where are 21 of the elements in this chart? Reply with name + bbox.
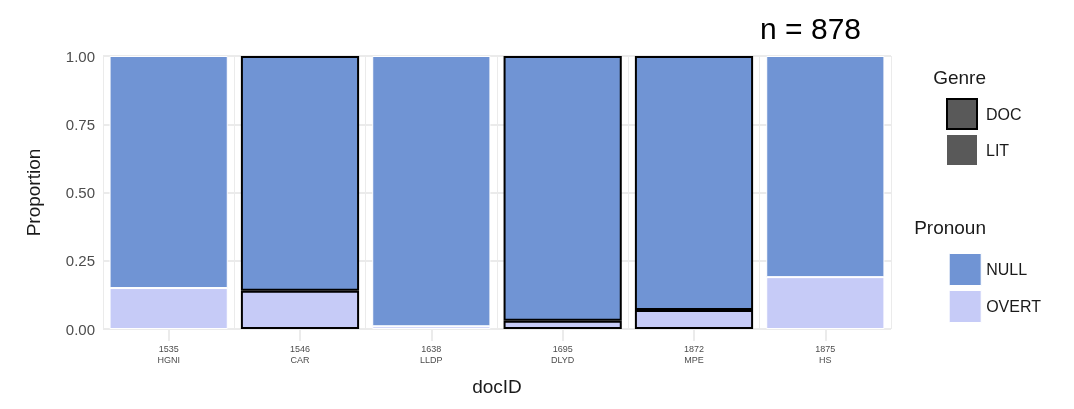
legend-label: NULL [986, 261, 1028, 278]
y-tick-label: 0.25 [65, 252, 95, 270]
text: Pronoun [914, 217, 987, 238]
text: DOC [986, 105, 1022, 123]
y-tick-label: 0.75 [65, 115, 95, 133]
x-tick-label: 1638 LLDP [420, 343, 443, 365]
bar [372, 56, 491, 327]
x-axis-title: docID [472, 376, 522, 397]
y-tick-label: 0.50 [65, 184, 95, 201]
chart-title: n = 878 [760, 11, 862, 45]
y-tick-label: 1.00 [65, 47, 95, 65]
text: LIT [986, 141, 1010, 159]
y-tick-label: 0.00 [65, 320, 95, 338]
x-tick-label: 1875 HS [815, 343, 836, 365]
x-tick-label: 1535 HGNI [157, 343, 180, 365]
x-tick-label: 1695 DLYD [550, 343, 575, 365]
x-tick-label: 1872 MPE [683, 343, 705, 365]
legend-label: OVERT [986, 298, 1042, 315]
text: Genre [933, 67, 987, 88]
x-tick-label: 1546 CAR [289, 343, 311, 365]
y-axis-title: Proportion [23, 148, 44, 237]
